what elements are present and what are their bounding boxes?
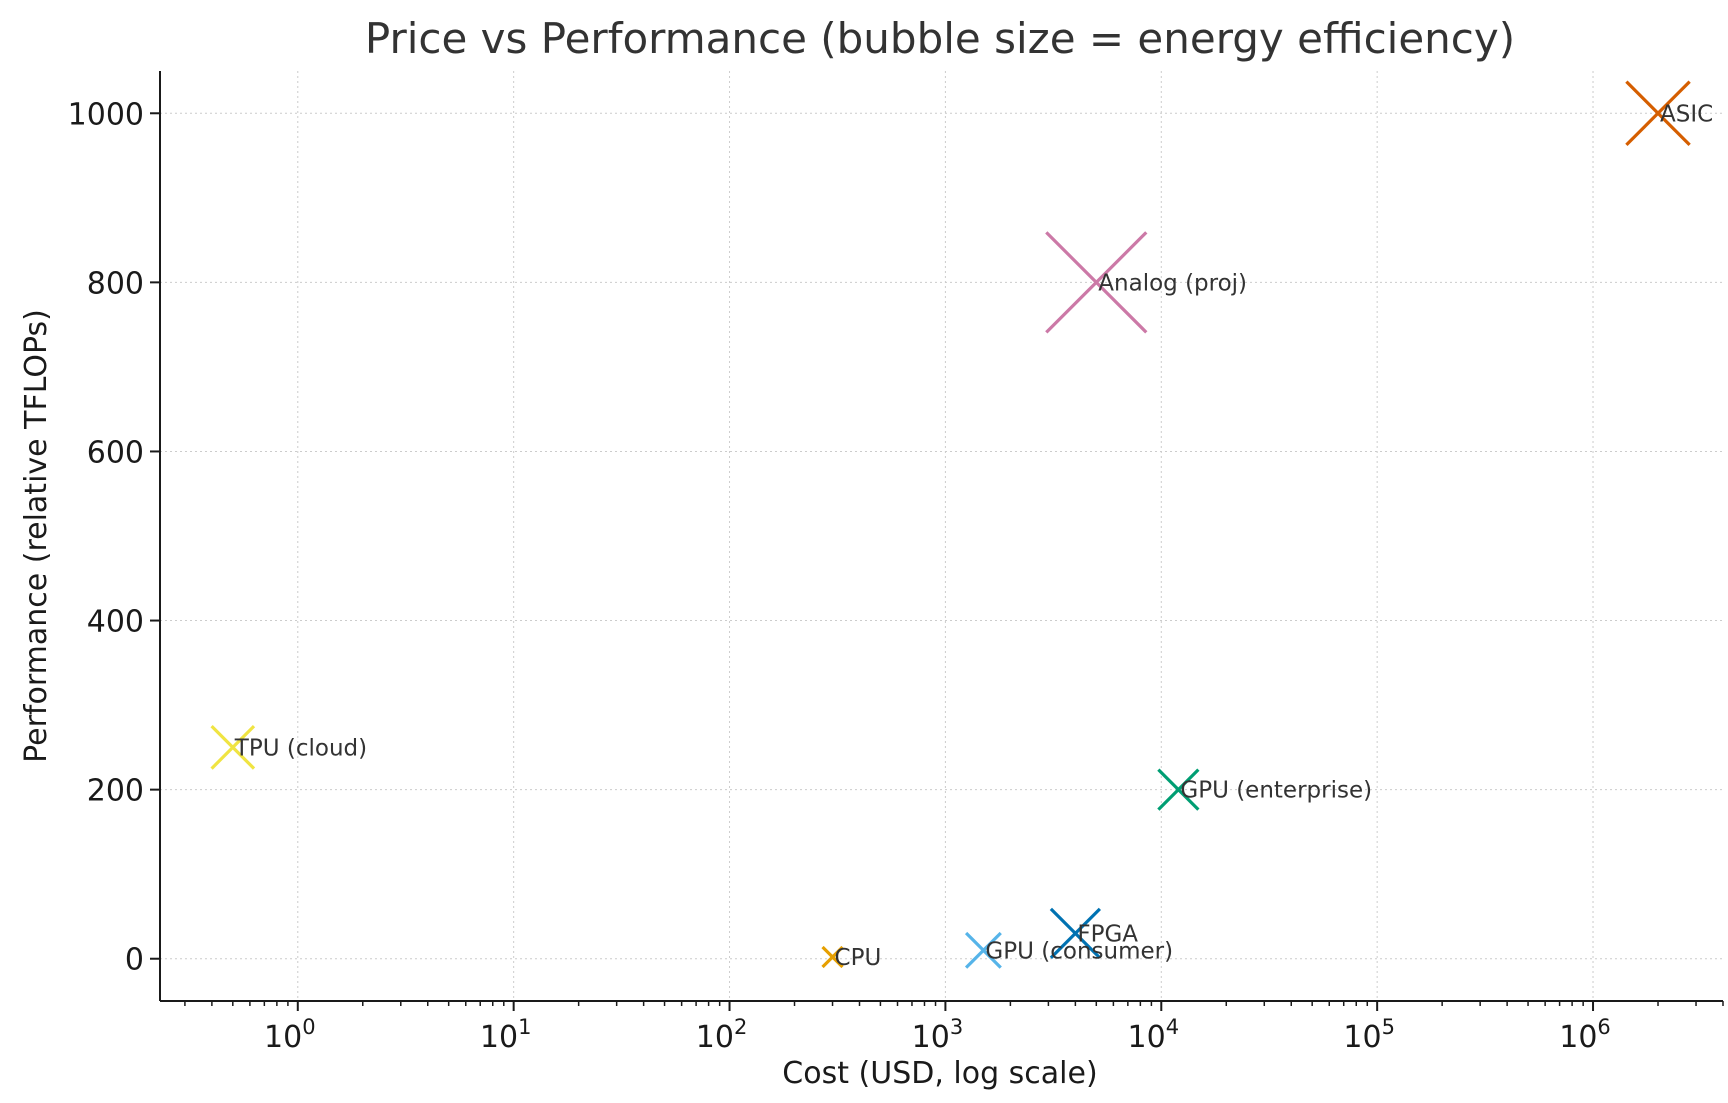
- marker-stroke: [1625, 80, 1691, 147]
- x-tick-label: 105: [1343, 1015, 1395, 1055]
- point-label-cpu: CPU: [835, 945, 882, 971]
- marker-gpu-consumer: [964, 931, 1002, 969]
- y-tick-label: 400: [87, 605, 144, 640]
- x-tick-label: 103: [912, 1015, 964, 1055]
- marker-tpu-cloud: [210, 725, 256, 770]
- marker-stroke: [210, 725, 256, 770]
- chart-title: Price vs Performance (bubble size = ener…: [365, 14, 1515, 63]
- y-axis-label: Performance (relative TFLOPs): [19, 309, 54, 763]
- grid-lines: [160, 71, 1723, 1001]
- marker-stroke: [1157, 768, 1200, 811]
- marker-stroke: [821, 945, 844, 969]
- marker-gpu-enterprise: [1157, 768, 1200, 811]
- y-tick-label: 800: [87, 266, 144, 301]
- y-tick-label: 200: [87, 774, 144, 809]
- y-tick-label: 600: [87, 435, 144, 470]
- marker-stroke: [1045, 231, 1148, 334]
- data-markers: [210, 80, 1691, 969]
- x-tick-label: 106: [1559, 1015, 1611, 1055]
- point-labels: CPU GPU (consumer) GPU (enterprise) TPU (cl…: [234, 101, 1713, 971]
- marker-asic: [1625, 80, 1691, 147]
- x-axis-label: Cost (USD, log scale): [782, 1056, 1097, 1091]
- right-margin: [1723, 0, 1728, 1103]
- point-label-fpga: FPGA: [1077, 921, 1138, 947]
- y-tick-label: 0: [125, 943, 144, 978]
- point-label-asic: ASIC: [1660, 101, 1713, 127]
- x-axis-ticks: 100 101 102 103 104 105 106: [184, 1001, 1724, 1055]
- marker-cpu: [821, 945, 844, 969]
- marker-stroke: [1049, 907, 1102, 959]
- top-margin: [0, 0, 1728, 71]
- y-tick-label: 1000: [68, 97, 144, 132]
- point-label-gpu-enterprise: GPU (enterprise): [1180, 778, 1372, 804]
- y-axis-ticks: 0 200 400 600 800 1000: [68, 97, 160, 978]
- marker-stroke: [964, 931, 1002, 969]
- x-tick-label: 102: [696, 1015, 748, 1055]
- x-tick-label: 100: [264, 1015, 316, 1055]
- point-label-gpu-consumer: GPU (consumer): [985, 938, 1173, 964]
- marker-analog-proj: [1045, 231, 1148, 334]
- marker-fpga: [1049, 907, 1102, 959]
- point-label-tpu-cloud: TPU (cloud): [234, 735, 367, 761]
- x-tick-label: 104: [1128, 1015, 1180, 1055]
- point-label-analog-proj: Analog (proj): [1098, 270, 1247, 296]
- x-tick-label: 101: [480, 1015, 532, 1055]
